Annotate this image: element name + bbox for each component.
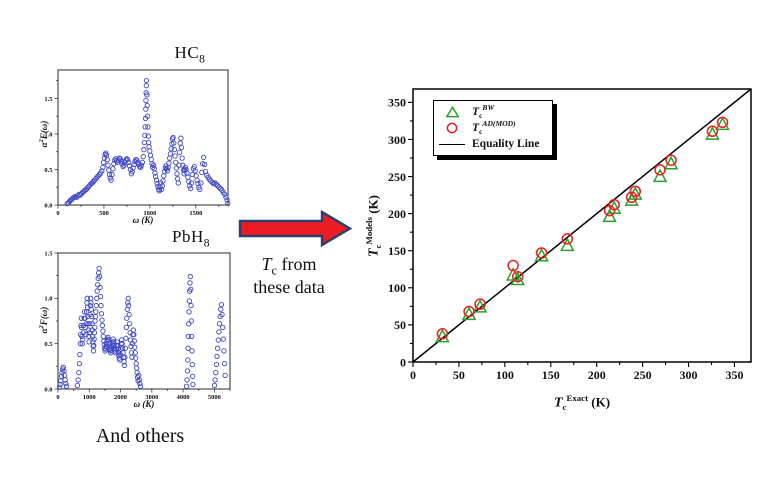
svg-text:1000: 1000 <box>143 210 156 217</box>
tc-axis-ticks <box>408 101 736 367</box>
svg-text:350: 350 <box>725 368 743 382</box>
svg-text:150: 150 <box>388 244 406 258</box>
models-superscript: Models <box>364 217 374 245</box>
svg-text:100: 100 <box>388 281 406 295</box>
legend-label-equality-line: Equality Line <box>472 138 540 150</box>
svg-text:500: 500 <box>99 210 109 217</box>
svg-text:0: 0 <box>400 355 406 369</box>
svg-text:300: 300 <box>680 368 698 382</box>
exact-superscript: Exact <box>566 393 589 403</box>
svg-text:0: 0 <box>56 210 59 217</box>
legend-box: TcBW TcAD(MOD) Equality Line <box>433 100 553 156</box>
legend-item-bw: TcBW <box>439 103 547 120</box>
line-marker-icon <box>439 143 465 145</box>
svg-text:200: 200 <box>388 207 406 221</box>
svg-text:4000: 4000 <box>177 394 190 401</box>
kelvin-unit: (K) <box>588 394 611 410</box>
svg-text:0.5: 0.5 <box>44 167 53 174</box>
svg-text:0: 0 <box>56 394 59 401</box>
circle-marker-icon <box>439 122 465 134</box>
legend-label-bw: TcBW <box>472 102 495 121</box>
right-arrow-shape <box>238 209 353 248</box>
svg-text:0.0: 0.0 <box>44 202 52 209</box>
hc8-title-base: HC <box>174 43 200 62</box>
arrow-caption-line1: Tc from <box>229 253 349 282</box>
svg-text:300: 300 <box>388 133 406 147</box>
pbh8-axis-ticks <box>54 252 231 393</box>
tc-subscript: c <box>372 244 383 249</box>
svg-text:1.5: 1.5 <box>44 96 53 103</box>
hc8-plot-frame <box>57 69 229 206</box>
tc-exact-axis-label: TcExact (K) <box>512 390 652 415</box>
svg-text:100: 100 <box>496 368 514 382</box>
svg-text:1000: 1000 <box>83 394 96 401</box>
svg-text:350: 350 <box>388 96 406 110</box>
hc8-y-axis-label: α2F(ω) <box>36 84 49 184</box>
hc8-series-circle-open <box>64 78 231 207</box>
pbh8-tick-labels: 0 1000 2000 3000 4000 5000 0.0 0.5 1.0 1.5 <box>44 250 220 401</box>
hc8-title: HC8 <box>155 43 225 65</box>
eliashberg-function: F(ω) <box>39 120 49 140</box>
svg-text:2000: 2000 <box>114 394 127 401</box>
svg-text:250: 250 <box>388 170 406 184</box>
hc8-x-axis-label: ω (K) <box>132 215 154 225</box>
pbh8-title-sub: 8 <box>203 236 210 250</box>
svg-text:1500: 1500 <box>189 210 202 217</box>
arrow-caption-line2: these data <box>253 277 325 297</box>
pbh8-x-axis-label: ω (K) <box>133 399 155 409</box>
legend-item-equality-line: Equality Line <box>439 136 547 152</box>
kelvin-unit: (K) <box>365 195 381 218</box>
pbh8-series-circle-open <box>56 265 228 390</box>
alpha-exponent: 2 <box>38 139 45 143</box>
alpha-symbol: α <box>39 142 49 148</box>
tc-models-axis-label: TcModels (K) <box>361 163 383 289</box>
tc-plot-frame <box>412 88 752 363</box>
pbh8-title: PbH8 <box>153 227 229 249</box>
svg-text:250: 250 <box>634 368 652 382</box>
tc-subscript: c <box>271 263 277 278</box>
tc-comparison-plot: 0 50 100 150 200 250 300 350 0 50 100 150 200 250 300 3… <box>388 88 752 382</box>
svg-text:150: 150 <box>542 368 560 382</box>
pbh8-plot: 0 1000 2000 3000 4000 5000 0.0 0.5 1.0 1.5 <box>44 250 231 401</box>
svg-text:1.0: 1.0 <box>44 296 52 303</box>
svg-text:0.5: 0.5 <box>44 341 53 348</box>
tc-symbol: T <box>366 248 382 257</box>
svg-text:0: 0 <box>410 368 416 382</box>
tc-subscript: c <box>562 401 567 412</box>
svg-text:50: 50 <box>394 318 406 332</box>
hc8-plot: 0 500 1000 1500 0.0 0.5 1.0 1.5 <box>44 69 231 217</box>
svg-text:200: 200 <box>588 368 606 382</box>
triangle-marker-icon <box>439 106 465 118</box>
pbh8-title-base: PbH <box>171 227 204 246</box>
caption-rest: from <box>276 254 317 274</box>
tc-series-circle-open <box>436 116 729 340</box>
tc-tick-labels: 0 50 100 150 200 250 300 350 0 50 100 150 200 250 300 3… <box>388 96 743 382</box>
pbh8-plot-frame <box>57 252 231 390</box>
svg-text:1.0: 1.0 <box>44 131 52 138</box>
svg-text:1.5: 1.5 <box>44 250 53 257</box>
flow-arrow-icon <box>238 209 353 248</box>
tc-symbol: T <box>261 254 272 274</box>
pbh8-y-axis-label: α2F(ω) <box>36 270 49 370</box>
svg-text:5000: 5000 <box>208 394 221 401</box>
alpha-symbol: α <box>39 328 49 334</box>
svg-text:0.0: 0.0 <box>44 386 52 393</box>
legend-item-ad: TcAD(MOD) <box>439 119 547 136</box>
svg-text:50: 50 <box>453 368 465 382</box>
alpha-exponent: 2 <box>38 325 45 329</box>
eliashberg-function: F(ω) <box>39 306 49 326</box>
and-others-text: And others <box>95 425 185 447</box>
hc8-tick-labels: 0 500 1000 1500 0.0 0.5 1.0 1.5 <box>44 96 202 217</box>
hc8-title-sub: 8 <box>199 52 206 66</box>
tc-symbol: T <box>553 395 563 411</box>
svg-text:3000: 3000 <box>145 394 158 401</box>
legend-label-ad: TcAD(MOD) <box>472 118 516 137</box>
hc8-axis-ticks <box>54 80 220 209</box>
